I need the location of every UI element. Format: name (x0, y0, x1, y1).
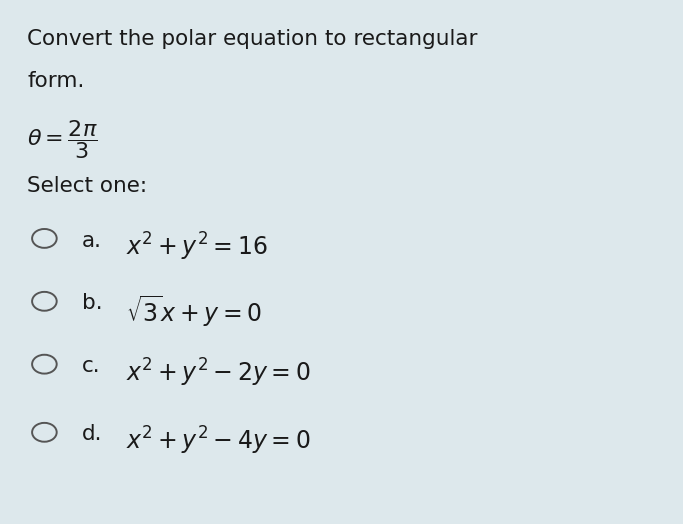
Text: Select one:: Select one: (27, 176, 148, 195)
Text: $\sqrt{3}x + y = 0$: $\sqrt{3}x + y = 0$ (126, 293, 262, 329)
Text: $x^2 + y^2 - 4y = 0$: $x^2 + y^2 - 4y = 0$ (126, 424, 311, 456)
Text: c.: c. (82, 356, 100, 376)
Text: $x^2 + y^2 = 16$: $x^2 + y^2 = 16$ (126, 231, 268, 263)
Text: b.: b. (82, 293, 102, 313)
Text: $x^2 + y^2 - 2y = 0$: $x^2 + y^2 - 2y = 0$ (126, 356, 311, 388)
Text: Convert the polar equation to rectangular: Convert the polar equation to rectangula… (27, 29, 478, 49)
Text: form.: form. (27, 71, 85, 91)
Text: d.: d. (82, 424, 102, 444)
Text: $\theta = \dfrac{2\pi}{3}$: $\theta = \dfrac{2\pi}{3}$ (27, 118, 98, 161)
Text: a.: a. (82, 231, 102, 250)
